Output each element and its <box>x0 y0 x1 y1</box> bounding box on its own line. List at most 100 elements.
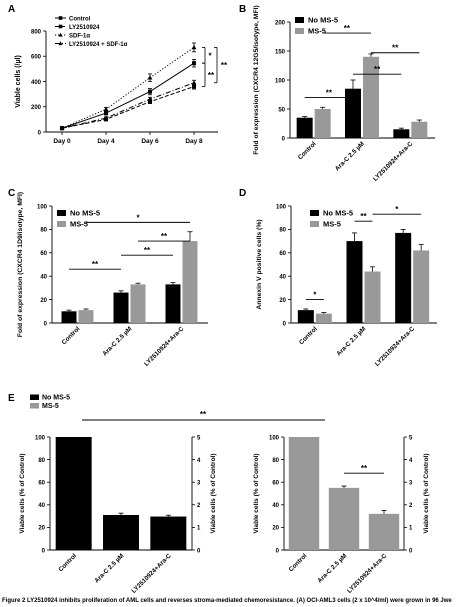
e2-y-axis-label-left: Viable cells (% of Control) <box>253 453 260 533</box>
a-x-tick-label: Day 4 <box>97 138 115 145</box>
d-y-tick-label: 80 <box>279 228 286 234</box>
a-y-tick-label: 400 <box>31 80 42 86</box>
c-bar <box>165 284 181 323</box>
e-legend-swatch <box>30 403 39 409</box>
e2-y-axis-label-right: Viable cells (% of Control) <box>423 453 430 533</box>
a-x-tick-label: Day 0 <box>53 138 71 145</box>
b-legend-swatch <box>295 17 304 23</box>
c-sig-label: ** <box>161 232 168 241</box>
e2-bar <box>328 487 360 550</box>
c-y-tick-label: 60 <box>40 251 47 257</box>
d-legend-label: MS-5 <box>323 220 341 229</box>
a-data-point <box>192 61 196 66</box>
panel-letter-c: C <box>8 188 15 199</box>
b-bar <box>314 109 331 138</box>
panel-letter-d: D <box>239 188 246 199</box>
b-sig-label: ** <box>344 24 351 33</box>
d-x-tick-label: LY2510924+Ara-C <box>374 325 417 368</box>
c-y-axis-label: Fold of expression (CXCR4 1D9/isotype, M… <box>17 192 24 337</box>
c-y-tick-label: 40 <box>40 275 47 281</box>
c-sig-label: ** <box>144 246 151 255</box>
b-sig-label: ** <box>392 44 399 53</box>
e1-right-y-tick-label: 4 <box>197 458 201 464</box>
e-sig-label: ** <box>200 410 207 419</box>
panel-letter-b: B <box>239 4 246 15</box>
b-bar <box>363 56 379 138</box>
c-x-tick-label: LY2510924+Ara-C <box>143 325 186 368</box>
a-x-tick-label: Day 8 <box>185 138 203 145</box>
c-sig-label: * <box>136 213 140 222</box>
d-x-tick-label: Control <box>298 325 319 346</box>
a-x-tick-label: Day 6 <box>141 138 159 145</box>
e-legend-label: MS-5 <box>42 403 59 410</box>
a-legend-marker <box>58 16 63 20</box>
b-bar <box>296 117 313 138</box>
b-sig-label: ** <box>374 65 381 74</box>
a-data-point <box>103 115 109 120</box>
c-y-tick-label: 20 <box>40 298 47 304</box>
a-y-axis-label: Viable cells (/µl) <box>15 55 22 108</box>
b-bar <box>411 121 428 138</box>
e2-right-y-tick-label: 1 <box>409 526 413 532</box>
c-y-tick-label: 100 <box>37 204 48 210</box>
e2-right-y-tick-label: 5 <box>409 435 413 441</box>
c-sig-label: ** <box>92 260 99 269</box>
b-x-tick-label: Control <box>297 140 318 161</box>
e1-left-y-tick-label: 20 <box>38 526 45 532</box>
e1-x-tick-label: LY2510924+Ara-C <box>130 552 173 595</box>
d-bar <box>413 250 430 323</box>
c-y-tick-label: 0 <box>44 321 48 327</box>
a-series-line-1 <box>61 86 195 129</box>
e1-left-y-tick-label: 100 <box>35 435 46 441</box>
a-y-tick-label: 800 <box>31 29 42 35</box>
b-y-tick-label: 50 <box>278 107 285 113</box>
b-y-tick-label: 0 <box>282 136 286 142</box>
e2-x-tick-label: Control <box>288 552 309 573</box>
e1-right-y-tick-label: 3 <box>197 481 201 487</box>
d-bar <box>297 310 314 323</box>
e1-left-y-tick-label: 60 <box>38 481 45 487</box>
e1-y-axis-label-left: Viable cells (% of Control) <box>19 453 26 533</box>
d-y-axis-label: Annexin V positive cells (%) <box>256 219 263 309</box>
a-y-tick-label: 600 <box>31 55 42 61</box>
e1-left-y-tick-label: 80 <box>38 458 45 464</box>
d-bar <box>346 241 363 323</box>
a-series-line-2 <box>61 47 195 129</box>
c-x-tick-label: Control <box>61 325 82 346</box>
e1-x-tick-label: Ara-C 2.5 µM <box>93 552 125 584</box>
e1-right-y-tick-label: 0 <box>197 548 201 554</box>
e2-x-tick-label: Ara-C 2.5 µM <box>316 552 348 584</box>
e1-bar <box>103 514 139 550</box>
e2-right-y-tick-label: 2 <box>409 503 413 509</box>
d-x-tick-label: Ara-C 2.5 µM <box>335 325 367 357</box>
e2-left-y-tick-label: 60 <box>272 481 279 487</box>
panel-letter-a: A <box>8 4 15 15</box>
d-bar <box>395 232 412 323</box>
d-bar <box>364 271 381 323</box>
e2-left-y-tick-label: 100 <box>269 435 280 441</box>
a-data-point <box>104 111 108 116</box>
d-y-tick-label: 20 <box>279 298 286 304</box>
a-legend-marker <box>58 41 63 46</box>
b-legend-swatch <box>295 28 304 34</box>
e2-right-y-tick-label: 4 <box>409 458 413 464</box>
a-data-point <box>148 99 152 104</box>
c-y-tick-label: 80 <box>40 228 47 234</box>
b-bar <box>393 129 410 138</box>
a-y-tick-label: 0 <box>38 130 42 136</box>
e2-right-y-tick-label: 0 <box>409 548 413 554</box>
e1-y-axis-label-right: Viable cells (% of Control) <box>210 453 217 533</box>
c-legend-label: MS-5 <box>70 220 88 229</box>
d-sig-label: * <box>313 291 317 300</box>
b-y-tick-label: 100 <box>275 78 286 84</box>
a-legend-marker <box>58 32 63 37</box>
e1-bar <box>55 437 92 550</box>
e1-bar <box>150 516 187 550</box>
c-bar <box>113 292 129 323</box>
a-data-point <box>192 84 196 89</box>
e2-x-tick-label: LY2510924+Ara-C <box>346 552 389 595</box>
a-sig-label: * <box>208 51 212 60</box>
b-sig-label: ** <box>326 88 333 97</box>
d-sig-label: * <box>395 205 399 214</box>
a-series-line-0 <box>61 62 195 129</box>
